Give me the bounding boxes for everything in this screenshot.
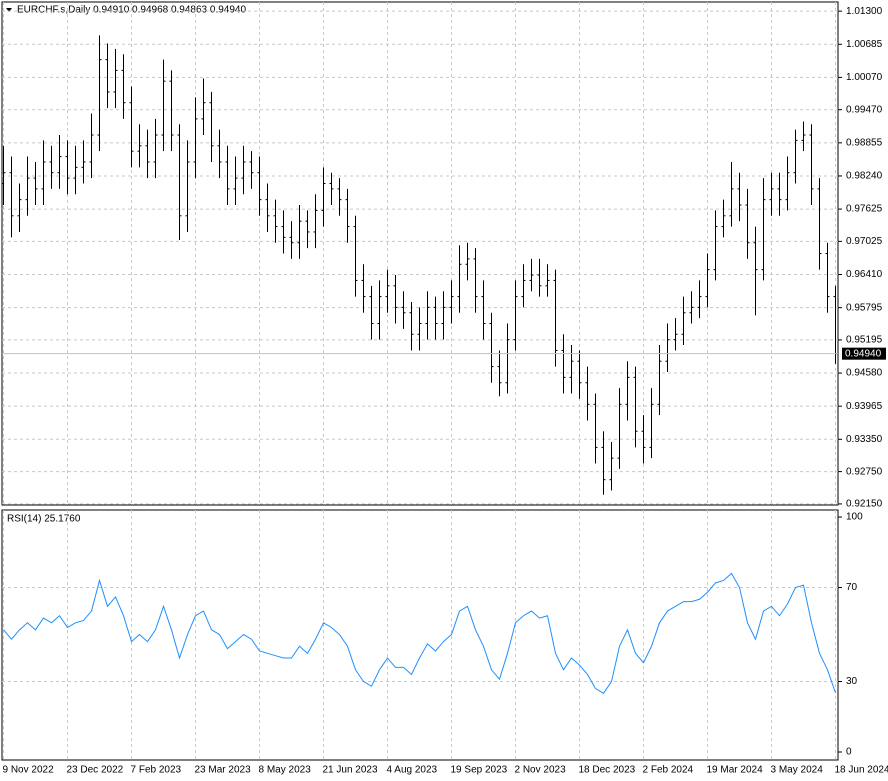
y-tick-label: 0.95795 [846,302,883,313]
x-tick-label: 19 Sep 2023 [451,765,508,776]
y-tick-label: 0.97025 [846,236,883,247]
x-tick-label: 18 Jun 2024 [835,765,888,776]
y-tick-label: 30 [846,676,858,687]
rsi-panel [1,509,839,761]
price-panel [1,1,839,506]
y-tick-label: 0.93965 [846,401,883,412]
x-tick-label: 2 Nov 2023 [515,765,567,776]
y-tick-label: 0.98240 [846,171,883,182]
y-tick-label: 0.98855 [846,137,883,148]
x-tick-label: 2 Feb 2024 [643,765,694,776]
y-tick-label: 0.96410 [846,269,883,280]
x-tick-label: 23 Mar 2023 [195,765,252,776]
y-tick-label: 100 [846,512,863,523]
price-label: 0.94940 [845,348,882,359]
y-tick-label: 1.00685 [846,39,883,50]
y-tick-label: 0.92750 [846,466,883,477]
x-tick-label: 23 Dec 2022 [67,765,124,776]
y-tick-label: 0.93350 [846,434,883,445]
x-tick-label: 3 May 2024 [771,765,824,776]
price-label-box [842,347,886,360]
y-tick-label: 0.99470 [846,104,883,115]
y-tick-label: 0.95195 [846,335,883,346]
y-tick-label: 0.94580 [846,368,883,379]
y-tick-label: 1.00070 [846,72,883,83]
x-tick-label: 9 Nov 2022 [3,765,55,776]
x-tick-label: 21 Jun 2023 [323,765,378,776]
y-tick-label: 1.01300 [846,6,883,17]
x-tick-label: 19 Mar 2024 [707,765,764,776]
y-tick-label: 0.92150 [846,499,883,510]
menu-arrow [6,8,12,12]
y-tick-label: 0.97625 [846,204,883,215]
x-tick-label: 8 May 2023 [259,765,312,776]
rsi-line [3,572,836,694]
x-tick-label: 18 Dec 2023 [579,765,636,776]
y-tick-label: 0 [846,747,852,758]
rsi-title: RSI(14) 25.1760 [7,514,81,525]
x-tick-label: 7 Feb 2023 [131,765,182,776]
y-tick-label: 70 [846,582,858,593]
x-tick-label: 4 Aug 2023 [387,765,438,776]
